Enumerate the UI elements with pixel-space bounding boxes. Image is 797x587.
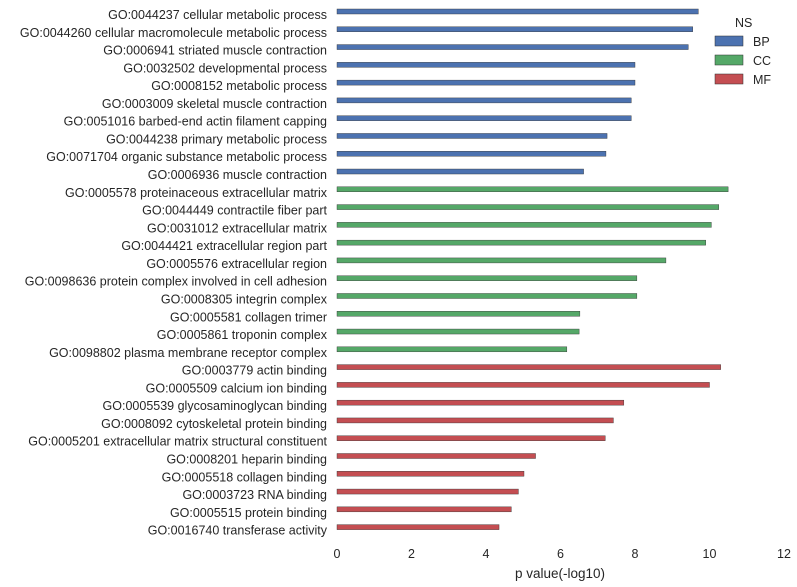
category-label: GO:0044237 cellular metabolic process <box>108 8 327 22</box>
bar-mf <box>336 417 614 424</box>
category-label: GO:0005576 extracellular region <box>146 257 327 271</box>
category-label: GO:0005578 proteinaceous extracellular m… <box>65 186 328 200</box>
bar-bp <box>336 79 636 86</box>
bar-cc <box>336 204 720 210</box>
bar-mf <box>336 435 606 441</box>
x-tick-label: 0 <box>334 547 341 561</box>
bar-cc <box>336 311 581 317</box>
x-axis-ticks: 0 2 4 6 8 10 12 <box>334 547 791 561</box>
category-label: GO:0098802 plasma membrane receptor comp… <box>49 346 328 360</box>
bar-mf <box>336 364 721 370</box>
legend-swatch-bp <box>714 35 744 47</box>
bar-cc <box>336 222 712 228</box>
bar-bp <box>336 168 584 175</box>
bar-bp <box>336 151 607 157</box>
category-label: GO:0005581 collagen trimer <box>170 310 327 324</box>
category-label: GO:0005515 protein binding <box>170 506 327 520</box>
bar-cc <box>336 328 580 335</box>
bar-bp <box>336 26 693 32</box>
category-label: GO:0016740 transferase activity <box>148 524 328 538</box>
bar-cc <box>336 293 638 299</box>
bar-mf <box>336 471 525 477</box>
x-tick-label: 4 <box>483 547 490 561</box>
bars-group <box>336 8 729 530</box>
legend-title: NS <box>735 16 752 30</box>
category-label: GO:0031012 extracellular matrix <box>147 221 328 235</box>
bar-mf <box>336 453 536 459</box>
bar-mf <box>336 524 500 530</box>
category-label: GO:0044449 contractile fiber part <box>142 204 327 218</box>
x-tick-label: 12 <box>777 547 791 561</box>
category-label: GO:0005861 troponin complex <box>157 328 328 342</box>
bar-bp <box>336 115 632 121</box>
bar-bp <box>336 8 699 15</box>
category-label: GO:0005201 extracellular matrix structur… <box>28 435 327 449</box>
category-label: GO:0071704 organic substance metabolic p… <box>46 150 327 164</box>
category-label: GO:0006941 striated muscle contraction <box>103 44 327 58</box>
bar-cc <box>336 346 568 353</box>
category-label: GO:0006936 muscle contraction <box>148 168 327 182</box>
category-label: GO:0008201 heparin binding <box>166 453 327 467</box>
legend-label-mf: MF <box>753 73 771 87</box>
x-tick-label: 6 <box>557 547 564 561</box>
category-labels: GO:0044237 cellular metabolic process GO:… <box>20 8 328 538</box>
x-tick-label: 10 <box>703 547 717 561</box>
bar-cc <box>336 275 638 281</box>
bar-bp <box>336 62 636 68</box>
category-label: GO:0044260 cellular macromolecule metabo… <box>20 26 327 40</box>
bar-cc <box>336 186 729 193</box>
category-label: GO:0098636 protein complex involved in c… <box>25 275 327 289</box>
category-label: GO:0008305 integrin complex <box>161 292 328 306</box>
category-label: GO:0005518 collagen binding <box>162 470 327 484</box>
category-label: GO:0008092 cytoskeletal protein binding <box>101 417 327 431</box>
bar-cc <box>336 239 706 246</box>
category-label: GO:0005539 glycosaminoglycan binding <box>103 399 327 413</box>
bar-mf <box>336 399 625 406</box>
category-label: GO:0003779 actin binding <box>182 364 327 378</box>
x-tick-label: 2 <box>408 547 415 561</box>
category-label: GO:0005509 calcium ion binding <box>146 381 327 395</box>
legend-swatch-cc <box>714 54 744 66</box>
bar-mf <box>336 488 519 495</box>
category-label: GO:0003723 RNA binding <box>182 488 327 502</box>
x-axis-label: p value(-log10) <box>515 566 605 581</box>
category-label: GO:0044238 primary metabolic process <box>106 132 327 146</box>
category-label: GO:0032502 developmental process <box>123 61 327 75</box>
legend-label-bp: BP <box>753 35 770 49</box>
bar-mf <box>336 382 710 388</box>
category-label: GO:0003009 skeletal muscle contraction <box>102 97 327 111</box>
legend-swatch-mf <box>714 73 744 85</box>
legend-label-cc: CC <box>753 54 771 68</box>
bar-bp <box>336 133 608 139</box>
bar-cc <box>336 257 667 264</box>
category-label: GO:0008152 metabolic process <box>151 79 327 93</box>
bar-bp <box>336 44 689 50</box>
bar-mf <box>336 506 512 513</box>
x-tick-label: 8 <box>632 547 639 561</box>
category-label: GO:0051016 barbed-end actin filament cap… <box>64 115 327 129</box>
bar-bp <box>336 97 632 104</box>
category-label: GO:0044421 extracellular region part <box>121 239 327 253</box>
legend: NS BP CC MF <box>714 16 771 87</box>
